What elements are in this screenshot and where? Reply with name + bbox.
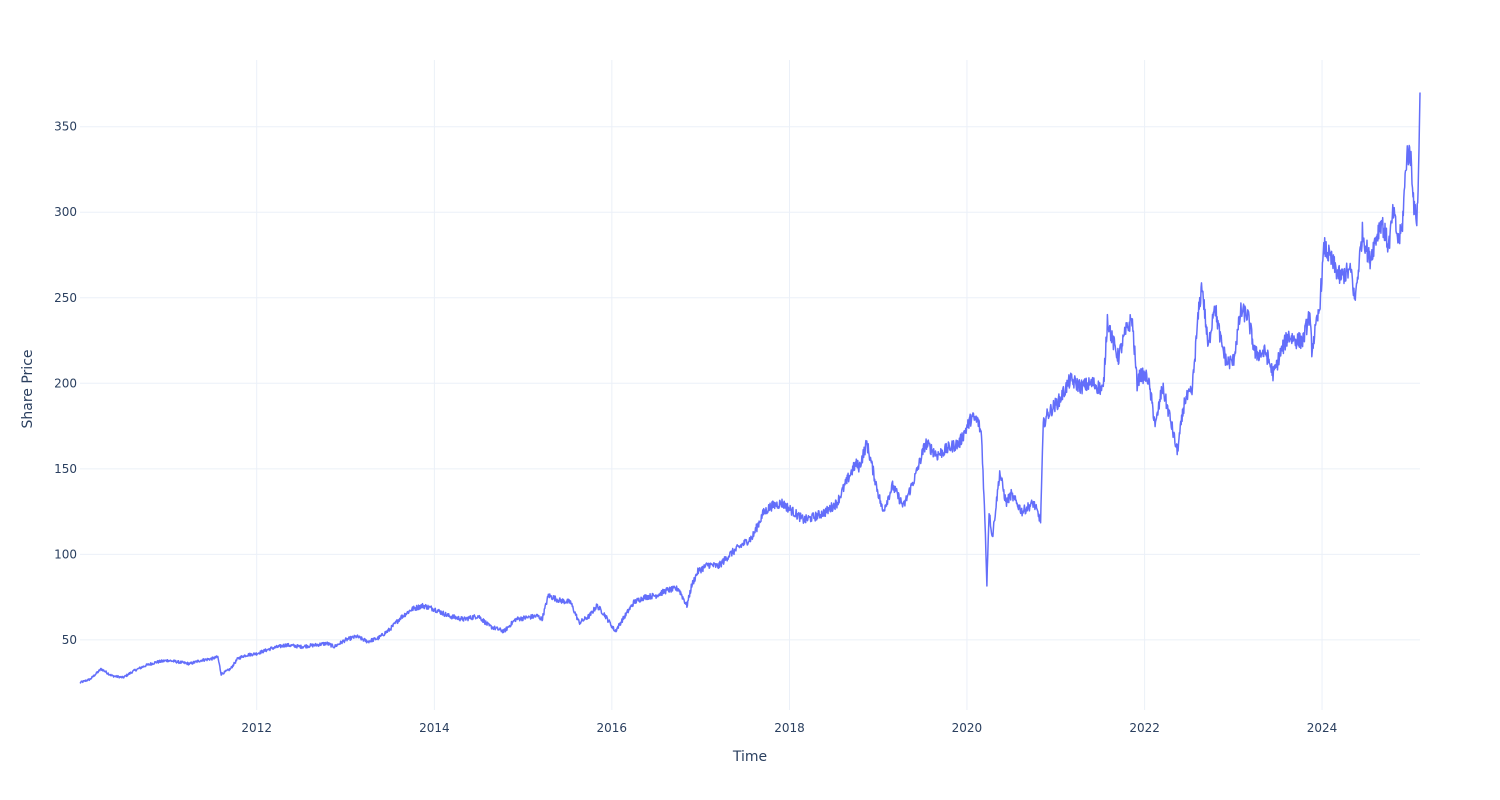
y-axis-title: Share Price [20, 349, 36, 428]
y-tick-label: 250 [54, 291, 77, 305]
x-gridlines [256, 60, 1323, 710]
x-tick-label: 2014 [419, 721, 450, 735]
y-tick-labels: 50 100 150 200 250 300 350 [54, 120, 77, 647]
share-price-series-line [79, 92, 1421, 684]
y-tick-label: 300 [54, 205, 77, 219]
y-tick-label: 150 [54, 462, 77, 476]
y-tick-label: 50 [62, 633, 77, 647]
x-tick-label: 2024 [1307, 721, 1338, 735]
y-tick-label: 350 [54, 120, 77, 134]
y-tick-label: 100 [54, 547, 77, 561]
x-axis-title: Time [732, 749, 767, 765]
y-tick-label: 200 [54, 376, 77, 390]
x-tick-label: 2022 [1129, 721, 1160, 735]
x-tick-label: 2018 [774, 721, 805, 735]
x-tick-label: 2020 [952, 721, 983, 735]
plot-area [79, 92, 1421, 684]
x-tick-labels: 2012 2014 2016 2018 2020 2022 2024 [241, 721, 1337, 735]
y-gridlines [80, 126, 1420, 641]
x-tick-label: 2012 [241, 721, 272, 735]
x-tick-label: 2016 [597, 721, 628, 735]
